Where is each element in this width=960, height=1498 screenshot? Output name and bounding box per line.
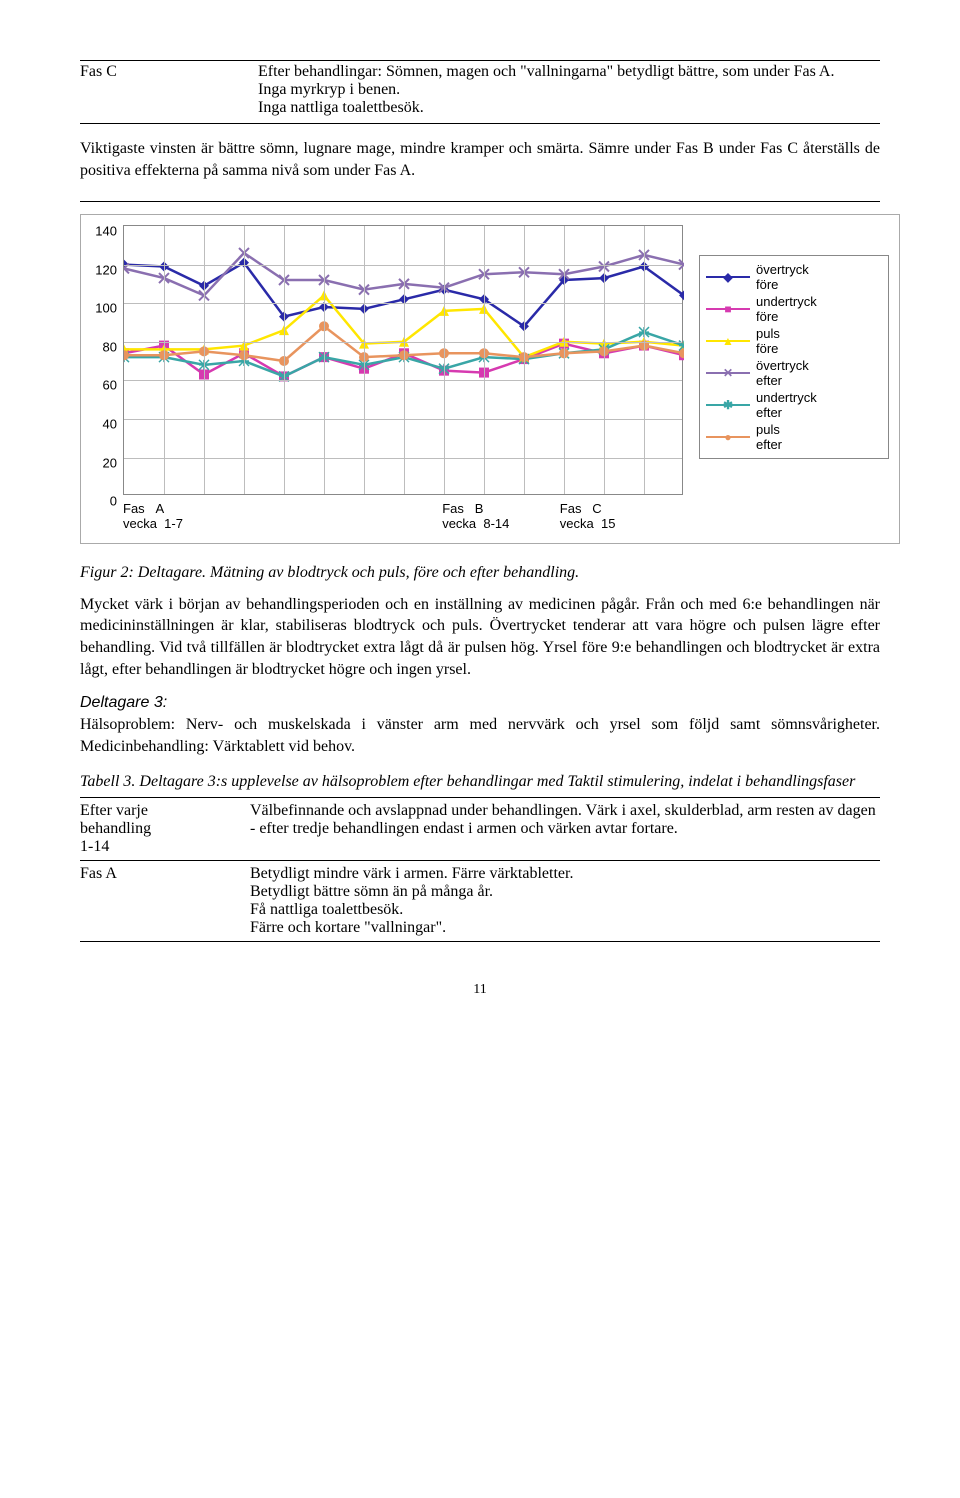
- chart-legend: ◆övertryckföre■undertryckföre▲pulsföre✕ö…: [699, 255, 889, 459]
- figure-caption: Figur 2: Deltagare. Mätning av blodtryck…: [80, 562, 880, 584]
- tabell-3-caption: Tabell 3. Deltagare 3:s upplevelse av hä…: [80, 771, 880, 793]
- table-row: Efter varjebehandling1-14Välbefinnande o…: [80, 798, 880, 860]
- table-row: Fas ABetydligt mindre värk i armen. Färr…: [80, 860, 880, 941]
- page-number: 11: [80, 982, 880, 998]
- fas-c-table: Fas C Efter behandlingar: Sömnen, magen …: [80, 60, 880, 202]
- legend-item: ●pulsefter: [706, 422, 882, 452]
- legend-item: ✱undertryckefter: [706, 390, 882, 420]
- fas-c-summary: Viktigaste vinsten är bättre sömn, lugna…: [80, 134, 880, 187]
- fas-c-desc: Efter behandlingar: Sömnen, magen och "v…: [250, 61, 880, 119]
- legend-item: ▲pulsföre: [706, 326, 882, 356]
- bloodpressure-chart: 020406080100120140 ◆övertryckföre■undert…: [80, 214, 900, 544]
- deltagare-3-heading: Deltagare 3:: [80, 694, 167, 711]
- legend-item: ◆övertryckföre: [706, 262, 882, 292]
- body-paragraph: Mycket värk i början av behandlingsperio…: [80, 594, 880, 680]
- tabell-3: Efter varjebehandling1-14Välbefinnande o…: [80, 797, 880, 942]
- deltagare-3-text: Hälsoproblem: Nerv- och muskelskada i vä…: [80, 714, 880, 757]
- legend-item: ■undertryckföre: [706, 294, 882, 324]
- fas-c-label: Fas C: [80, 61, 250, 119]
- legend-item: ✕övertryckefter: [706, 358, 882, 388]
